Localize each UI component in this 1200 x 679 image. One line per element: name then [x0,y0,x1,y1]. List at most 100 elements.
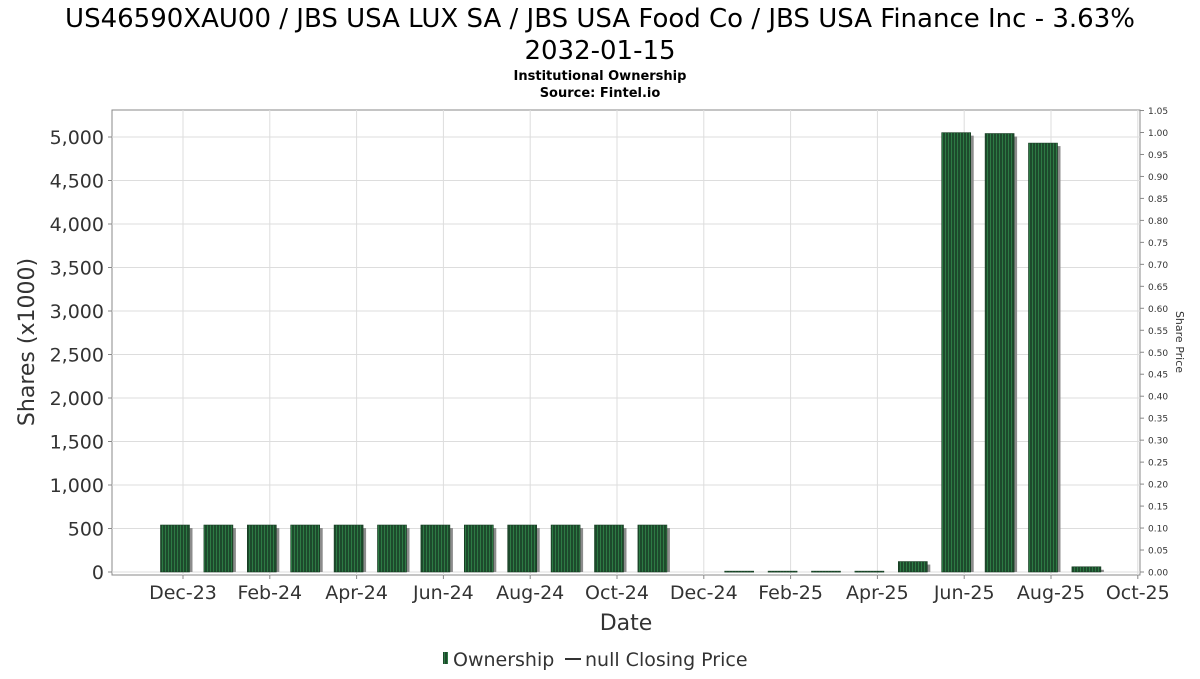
x-tick-label: Oct-25 [1106,582,1170,604]
ownership-bar [984,133,1018,573]
ownership-bar-body [984,133,1015,573]
y2-tick-label: 0.10 [1148,525,1168,535]
y2-tick-label: 0.65 [1148,283,1168,293]
ownership-bar [333,524,367,573]
y-tick-label: 1,000 [50,475,104,497]
ownership-bar-body [290,524,321,573]
ownership-bar-body [594,524,624,573]
ownership-bar [377,524,410,573]
y-tick-label: 1,500 [50,432,104,454]
y2-tick-label: 0.70 [1148,261,1168,271]
ownership-bar-body [854,570,885,573]
ownership-bar [941,132,974,573]
legend-ownership-swatch [443,652,448,664]
y2-tick-label: 0.45 [1148,371,1168,381]
ownership-bar-body [247,524,277,573]
y2-tick-label: 0.60 [1148,305,1168,315]
y-tick-label: 3,500 [50,258,104,280]
ownership-bar [854,570,885,573]
chart-title-line-1: US46590XAU00 / JBS USA LUX SA / JBS USA … [65,4,1135,34]
ownership-bar [290,524,323,573]
x-tick-label: Apr-25 [846,582,909,604]
ownership-bar [507,524,540,573]
y2-tick-label: 0.80 [1148,217,1168,227]
ownership-bar-body [724,570,755,573]
x-tick-label: Oct-24 [585,582,649,604]
y2-tick-label: 0.90 [1148,173,1168,183]
ownership-bar-body [377,524,407,573]
y-tick-label: 4,000 [50,214,104,236]
y-tick-label: 0 [92,562,104,584]
y-tick-label: 4,500 [50,171,104,193]
chart-subtitle-line-2: Source: Fintel.io [540,86,661,101]
y-tick-label: 5,000 [50,127,104,149]
ownership-bar [463,524,497,573]
x-tick-label: Aug-25 [1017,582,1085,604]
y-axis-label: Shares (x1000) [15,258,40,426]
ownership-bar [420,524,453,573]
y2-tick-label: 0.15 [1148,503,1168,513]
x-tick-label: Aug-24 [496,582,564,604]
ownership-bar-body [1028,142,1058,573]
y2-tick-label: 0.30 [1148,437,1168,447]
secondary-y-axis: 0.00 0.05 0.10 0.15 0.20 0.25 0.30 0.35 0.40 0.45… [1140,107,1168,579]
y-tick-label: 3,000 [50,301,104,323]
y2-tick-label: 0.75 [1148,239,1168,249]
ownership-bar-body [463,524,494,573]
y2-tick-label: 0.95 [1148,151,1168,161]
ownership-bar [637,524,670,573]
legend-ownership-label: Ownership [453,649,554,671]
y-tick-label: 2,500 [50,345,104,367]
x-tick-label: Dec-23 [149,582,217,604]
y-tick-label: 500 [68,519,104,541]
ownership-bar-body [811,570,841,573]
ownership-bar-body [637,524,668,573]
ownership-bar-body [160,524,190,573]
x-axis: Dec-23 Feb-24 Apr-24 Jun-24 Aug-24 Oct-24 Dec-… [149,575,1170,604]
ownership-bar-body [550,524,581,573]
ownership-bar-body [767,570,798,573]
ownership-bar [550,524,584,573]
y2-tick-label: 0.35 [1148,415,1168,425]
chart-title-line-2: 2032-01-15 [524,36,675,66]
ownership-bar [247,524,280,573]
ownership-bar [1071,566,1104,573]
y2-tick-label: 0.55 [1148,327,1168,337]
secondary-y-axis-label: Share Price [1173,311,1186,373]
y2-tick-label: 1.05 [1148,107,1168,117]
x-axis-label: Date [600,611,653,636]
legend-price-label: null Closing Price [585,649,748,671]
ownership-bar-body [897,561,928,573]
ownership-bar [767,570,798,573]
ownership-bar-body [507,524,538,573]
y2-tick-label: 0.40 [1148,393,1168,403]
y2-tick-label: 0.00 [1148,569,1168,579]
bars-layer [160,132,1104,573]
ownership-bar [724,570,755,573]
y2-tick-label: 0.50 [1148,349,1168,359]
y-tick-label: 2,000 [50,388,104,410]
ownership-bar [203,524,236,573]
ownership-bar-body [420,524,451,573]
ownership-bar [811,570,841,573]
y-axis: 0 500 1,000 1,500 2,000 2,500 3,000 3,500 4,000 4… [50,127,112,584]
ownership-bar [160,524,193,573]
x-tick-label: Feb-24 [237,582,302,604]
y2-tick-label: 0.25 [1148,459,1168,469]
x-tick-label: Jun-24 [412,582,474,604]
y2-tick-label: 0.20 [1148,481,1168,491]
y2-tick-label: 0.05 [1148,547,1168,557]
y2-tick-label: 0.85 [1148,195,1168,205]
x-tick-label: Feb-25 [758,582,823,604]
ownership-bar [594,524,627,573]
x-tick-label: Jun-25 [933,582,995,604]
ownership-bar-body [1071,566,1102,573]
x-tick-label: Dec-24 [670,582,738,604]
chart-subtitle-line-1: Institutional Ownership [514,69,687,84]
ownership-bar-body [203,524,234,573]
y2-tick-label: 1.00 [1148,129,1168,139]
ownership-bar-body [941,132,972,573]
ownership-bar [1028,142,1061,573]
ownership-bar [897,561,931,573]
